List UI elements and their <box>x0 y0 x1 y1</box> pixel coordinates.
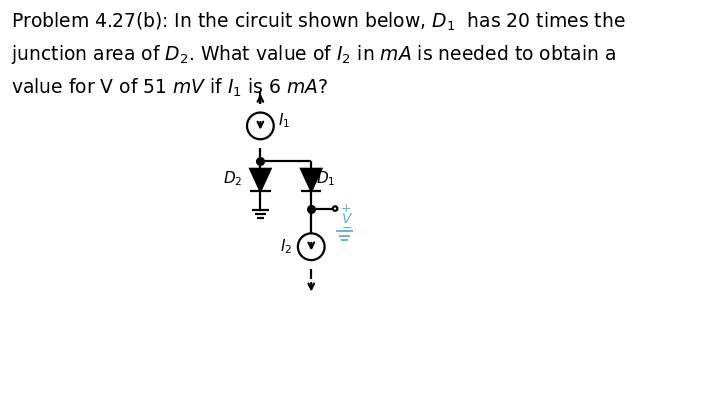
Circle shape <box>333 206 337 211</box>
Text: $-$: $-$ <box>341 221 352 234</box>
Polygon shape <box>250 169 270 191</box>
Text: $V$: $V$ <box>341 212 353 226</box>
Text: $I_2$: $I_2$ <box>280 237 292 256</box>
Text: +: + <box>341 202 351 215</box>
Text: junction area of $D_2$. What value of $I_2$ in $mA$ is needed to obtain a: junction area of $D_2$. What value of $I… <box>11 43 615 66</box>
Text: $D_2$: $D_2$ <box>224 169 243 188</box>
Text: Problem 4.27(b): In the circuit shown below, $D_1$  has 20 times the: Problem 4.27(b): In the circuit shown be… <box>11 10 626 33</box>
Text: value for V of 51 $mV$ if $I_1$ is 6 $mA$?: value for V of 51 $mV$ if $I_1$ is 6 $mA… <box>11 76 328 99</box>
Text: $I_1$: $I_1$ <box>278 112 290 131</box>
Polygon shape <box>301 169 321 191</box>
Text: $D_1$: $D_1$ <box>316 169 336 188</box>
